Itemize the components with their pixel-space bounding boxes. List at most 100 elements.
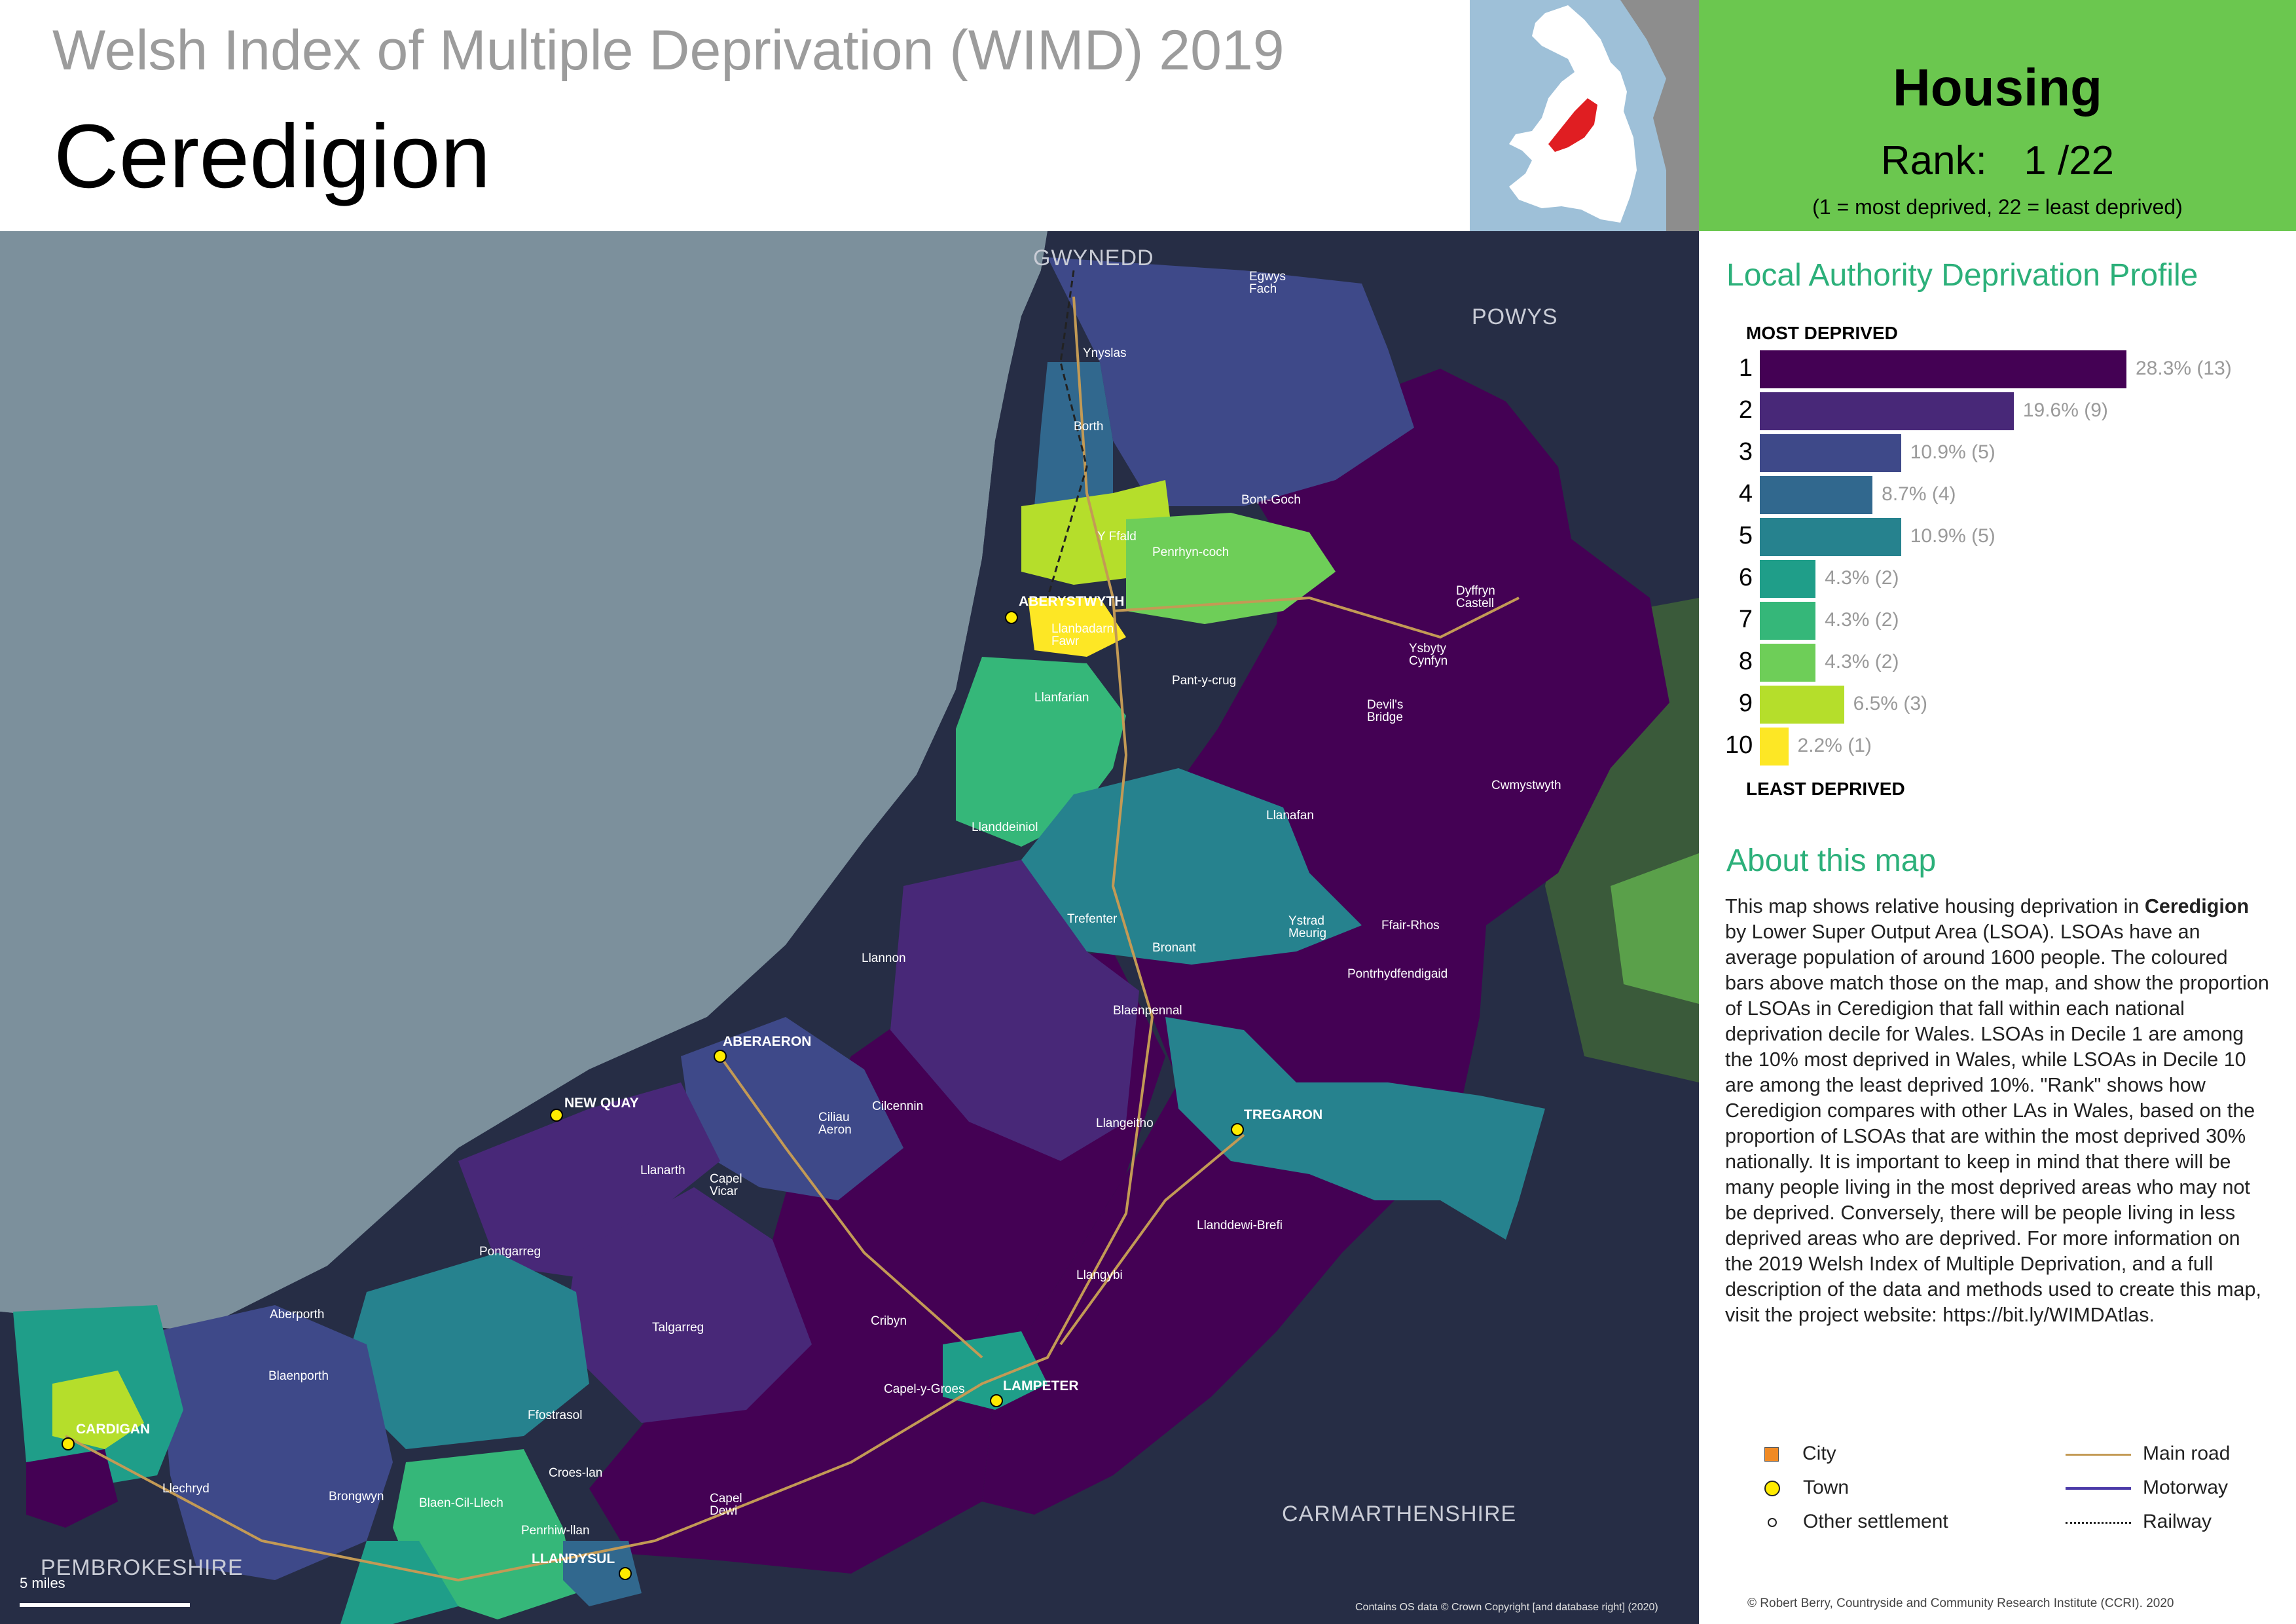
- aberystwyth-marker: [1005, 611, 1018, 624]
- legend-motorway-item: Motorway: [2066, 1477, 2228, 1499]
- title-area: Welsh Index of Multiple Deprivation (WIM…: [0, 0, 1470, 231]
- decile-value-2: 19.6% (9): [2022, 399, 2108, 421]
- settlement-label-blaenporth: Blaenporth: [268, 1369, 329, 1383]
- rank-label: Rank:: [1880, 138, 1987, 183]
- decile-value-1: 28.3% (13): [2136, 358, 2232, 379]
- settlement-label-talgarreg: Talgarreg: [652, 1321, 704, 1335]
- aberaeron-marker: [714, 1050, 727, 1063]
- settlement-label-llechryd: Llechryd: [162, 1482, 210, 1496]
- decile-bar-9: [1760, 686, 1844, 724]
- lsoa-decile-2-trefenter: [890, 860, 1139, 1161]
- settlement-label-blaenpennal: Blaenpennal: [1113, 1004, 1182, 1018]
- legend-motorway-label: Motorway: [2143, 1477, 2229, 1498]
- motorway-line-icon: [2066, 1487, 2131, 1490]
- lsoa-decile-10-aberystwyth: [1028, 598, 1126, 657]
- map-legend: City Town Other settlement Main road Mot…: [1738, 1443, 2262, 1554]
- decile-bar-7: [1760, 602, 1816, 640]
- locator-map: [1470, 0, 1699, 231]
- scale-bar: [20, 1603, 190, 1607]
- sea: [0, 231, 1048, 1331]
- decile-value-8: 4.3% (2): [1825, 651, 1899, 673]
- about-text-start: This map shows relative housing deprivat…: [1725, 895, 2145, 917]
- lsoa-decile-2-llanarth: [458, 1082, 720, 1279]
- decile-bar-1: [1760, 350, 2126, 388]
- settlement-label-capel-dewi: Capel Dewi: [710, 1492, 742, 1518]
- county-label-pembrokeshire: PEMBROKESHIRE: [41, 1555, 244, 1580]
- settlement-label-llanafan: Llanafan: [1266, 809, 1314, 822]
- decile-value-9: 6.5% (3): [1853, 693, 1927, 714]
- domain-panel: Housing Rank: 1 /22 (1 = most deprived, …: [1699, 0, 2296, 231]
- settlement-label-ynyslas: Ynyslas: [1083, 346, 1127, 360]
- settlement-label-pontrhydfendigaid: Pontrhydfendigaid: [1347, 967, 1448, 981]
- lsoa-decile-1-east: [982, 369, 1669, 1515]
- settlement-label-bronant: Bronant: [1152, 941, 1196, 955]
- settlement-label-cribyn: Cribyn: [871, 1314, 907, 1328]
- lsoa-decile-9-cardigan: [52, 1371, 144, 1449]
- decile-bar-6: [1760, 560, 1816, 598]
- settlement-label-llangybi: Llangybi: [1076, 1268, 1123, 1282]
- ceredigion-highlight: [1548, 98, 1597, 152]
- about-text-la-name: Ceredigion: [2144, 895, 2250, 917]
- lsoa-decile-1-cardigan: [26, 1449, 118, 1528]
- main-road-a487-a485: [65, 296, 1154, 1582]
- legend-main-road-label: Main road: [2143, 1443, 2231, 1464]
- lsoa-decile-4-llandysul: [563, 1541, 642, 1606]
- settlement-label-penrhiw-llan: Penrhiw-llan: [521, 1524, 590, 1538]
- decile-number-7: 7: [1738, 606, 1753, 633]
- town-label-lampeter: LAMPETER: [1003, 1378, 1079, 1393]
- os-credit: Contains OS data © Crown Copyright [and …: [1355, 1602, 1658, 1613]
- decile-number-9: 9: [1738, 690, 1753, 717]
- author-credit: © Robert Berry, Countryside and Communit…: [1747, 1596, 2174, 1610]
- settlement-label-ystrad-meurig: Ystrad Meurig: [1288, 914, 1327, 940]
- decile-value-6: 4.3% (2): [1825, 567, 1899, 589]
- legend-town-label: Town: [1803, 1477, 1850, 1498]
- county-label-carmarthenshire: CARMARTHENSHIRE: [1282, 1502, 1517, 1526]
- settlement-label-capel-y-groes: Capel-y-Groes: [884, 1382, 965, 1396]
- settlement-label-ciliau-aeron: Ciliau Aeron: [818, 1111, 852, 1137]
- rank-value: 1 /22: [2024, 138, 2115, 183]
- scale-label: 5 miles: [20, 1575, 65, 1591]
- lsoa-decile-3-blaenporth: [157, 1305, 393, 1580]
- decile-number-10: 10: [1725, 731, 1753, 759]
- settlement-label-llanfarian: Llanfarian: [1034, 691, 1089, 705]
- railway-line-icon: [2066, 1521, 2131, 1524]
- legend-city-label: City: [1802, 1443, 1836, 1464]
- town-dot-icon: [1764, 1481, 1780, 1497]
- index-title: Welsh Index of Multiple Deprivation (WIM…: [52, 19, 1285, 82]
- county-label-powys: POWYS: [1472, 304, 1558, 329]
- settlement-label-ysbyty-cynfyn: Ysbyty Cynfyn: [1409, 642, 1448, 668]
- settlement-label-bont-goch: Bont-Goch: [1241, 493, 1301, 507]
- settlement-label-pant-y-crug: Pant-y-crug: [1172, 674, 1237, 688]
- settlement-label-cilcennin: Cilcennin: [872, 1099, 924, 1113]
- lsoa-decile-3-cilcennin: [681, 1017, 903, 1200]
- tregaron-marker: [1231, 1123, 1244, 1136]
- sidebar: Local Authority Deprivation Profile MOST…: [1699, 231, 2296, 1624]
- legend-town-item: Town: [1764, 1477, 1849, 1499]
- settlement-label-llanddewi-brefi: Llanddewi-Brefi: [1197, 1219, 1283, 1232]
- decile-number-8: 8: [1738, 648, 1753, 675]
- settlement-label-llangeitho: Llangeitho: [1096, 1116, 1154, 1130]
- decile-bar-3: [1760, 434, 1901, 472]
- decile-bar-2: [1760, 392, 2014, 430]
- main-road-a482: [719, 1055, 983, 1359]
- county-label-gwynedd: GWYNEDD: [1033, 246, 1154, 270]
- settlement-label-trefenter: Trefenter: [1067, 912, 1118, 926]
- about-text-rest: by Lower Super Output Area (LSOA). LSOAs…: [1725, 921, 2269, 1326]
- legend-city-item: City: [1764, 1443, 1836, 1465]
- about-title: About this map: [1726, 843, 1937, 878]
- town-label-cardigan: CARDIGAN: [76, 1422, 151, 1437]
- settlement-dot-icon: [1768, 1518, 1777, 1528]
- main-road-a485-tregaron: [1059, 1134, 1245, 1346]
- decile-bar-4: [1760, 476, 1873, 514]
- settlement-label-y-ffald: Y Ffald: [1097, 530, 1137, 544]
- decile-value-7: 4.3% (2): [1825, 609, 1899, 631]
- map-svg: [0, 231, 1699, 1624]
- settlement-label-capel-vicar: Capel Vicar: [710, 1172, 742, 1198]
- settlement-label-cwmystwyth: Cwmystwyth: [1491, 779, 1561, 792]
- rank-note: (1 = most deprived, 22 = least deprived): [1812, 195, 2183, 219]
- lsoa-decile-5-pontgarreg: [340, 1253, 589, 1449]
- settlement-label-ffostrasol: Ffostrasol: [528, 1409, 583, 1422]
- new-quay-marker: [550, 1109, 563, 1122]
- decile-number-1: 1: [1738, 354, 1753, 382]
- least-deprived-label: LEAST DEPRIVED: [1746, 779, 1905, 799]
